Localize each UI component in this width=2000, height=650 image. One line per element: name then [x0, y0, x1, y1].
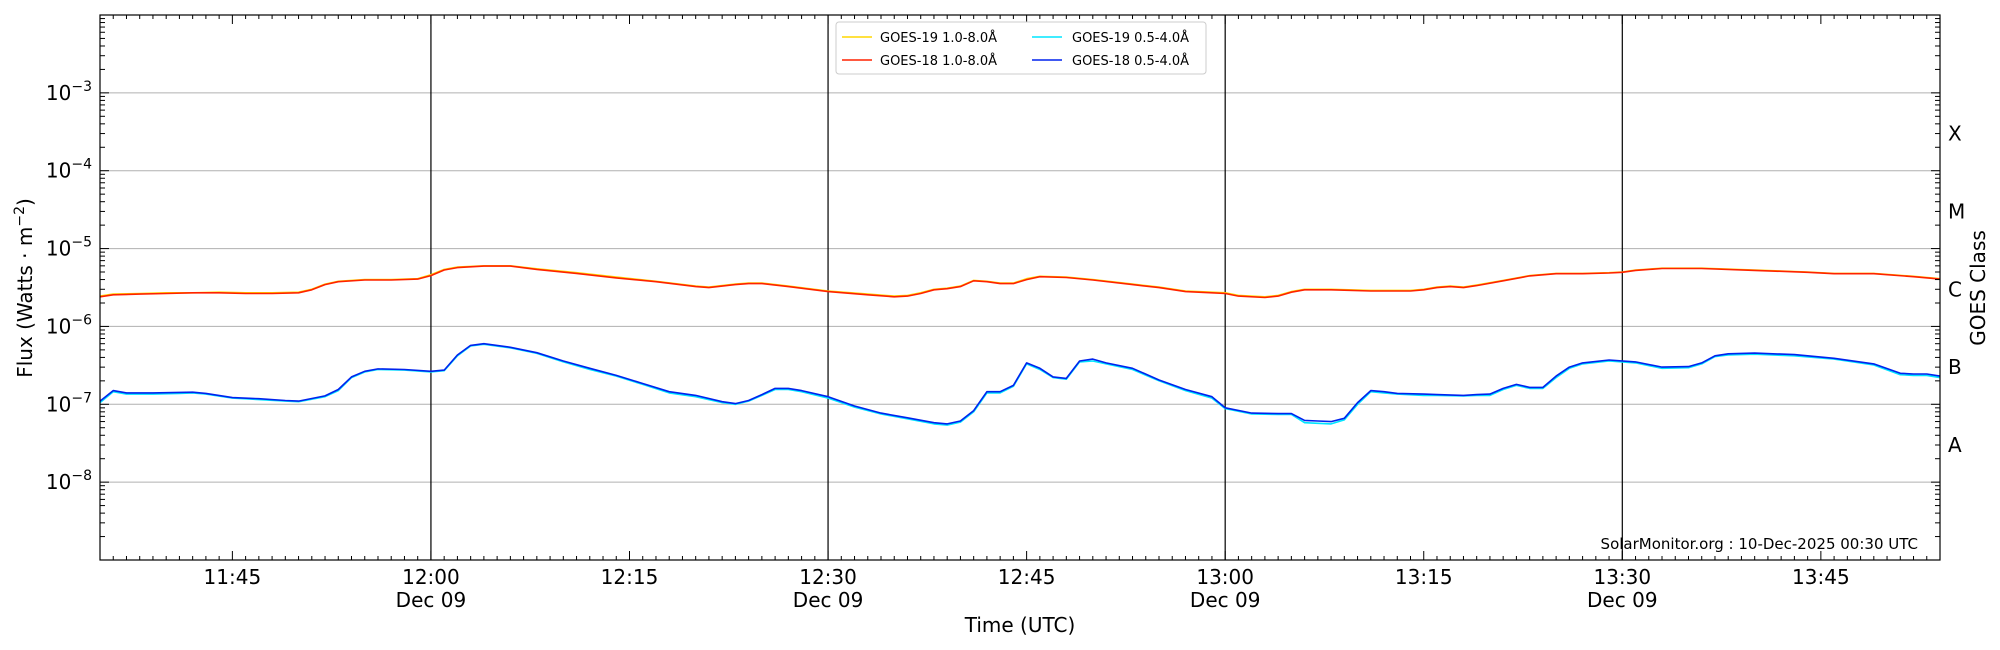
legend-label-0: GOES-19 1.0-8.0Å [880, 30, 997, 46]
x-tick-label-0: 11:45 [204, 565, 262, 589]
goes-class-m: M [1948, 199, 1965, 223]
goes-class-x: X [1948, 122, 1962, 146]
x-tick-label-6: 13:15 [1395, 565, 1453, 589]
credit-text: SolarMonitor.org : 10-Dec-2025 00:30 UTC [1601, 535, 1918, 553]
series-line-3 [100, 342, 1940, 425]
legend-label-3: GOES-18 0.5-4.0Å [1072, 53, 1189, 69]
goes-class-a: A [1948, 433, 1962, 457]
x-tick-label-8: 13:45 [1792, 565, 1850, 589]
x-tick-date-7: Dec 09 [1587, 588, 1658, 612]
day-marker-lines [430, 15, 1623, 560]
axis-ticks [99, 15, 1941, 561]
goes-class-c: C [1948, 277, 1962, 301]
y-axis-title-text: Flux (Watts · m [13, 227, 37, 378]
legend: GOES-19 1.0-8.0Å GOES-18 1.0-8.0Å GOES-1… [835, 21, 1207, 75]
y-tick-label-2: 10−6 [46, 312, 92, 338]
x-tick-label-1: 12:00 [402, 565, 460, 589]
y-axis-title: Flux (Watts · m−2) [12, 198, 37, 378]
x-tick-date-5: Dec 09 [1190, 588, 1261, 612]
y-tick-label-5: 10−3 [46, 79, 92, 105]
x-tick-label-5: 13:00 [1196, 565, 1254, 589]
legend-box [835, 21, 1207, 75]
y-tick-label-3: 10−5 [46, 235, 92, 261]
x-tick-date-3: Dec 09 [793, 588, 864, 612]
x-tick-label-4: 12:45 [998, 565, 1056, 589]
x-tick-label-7: 13:30 [1593, 565, 1651, 589]
y-tick-label-0: 10−8 [46, 468, 92, 494]
series-line-1 [100, 265, 1940, 299]
x-tick-label-3: 12:30 [799, 565, 857, 589]
legend-label-2: GOES-19 0.5-4.0Å [1072, 30, 1189, 46]
y-tick-label-1: 10−7 [46, 390, 92, 416]
x-axis-title: Time (UTC) [964, 613, 1076, 637]
series-line-2 [100, 343, 1940, 426]
x-tick-label-2: 12:15 [601, 565, 659, 589]
y-tick-label-4: 10−4 [46, 157, 92, 183]
y-tick-labels: 10−8 10−7 10−6 10−5 10−4 10−3 [46, 79, 92, 494]
plot-frame [99, 14, 1941, 561]
series-lines [100, 265, 1940, 426]
x-tick-date-1: Dec 09 [396, 588, 467, 612]
gridlines [100, 92, 1940, 483]
y-axis-title-close: ) [13, 198, 37, 206]
goes-class-labels: A B C M X [1948, 122, 1965, 457]
y-axis-title-exponent: −2 [12, 206, 28, 227]
goes-class-b: B [1948, 355, 1962, 379]
legend-label-1: GOES-18 1.0-8.0Å [880, 53, 997, 69]
right-axis-title: GOES Class [1966, 230, 1990, 346]
